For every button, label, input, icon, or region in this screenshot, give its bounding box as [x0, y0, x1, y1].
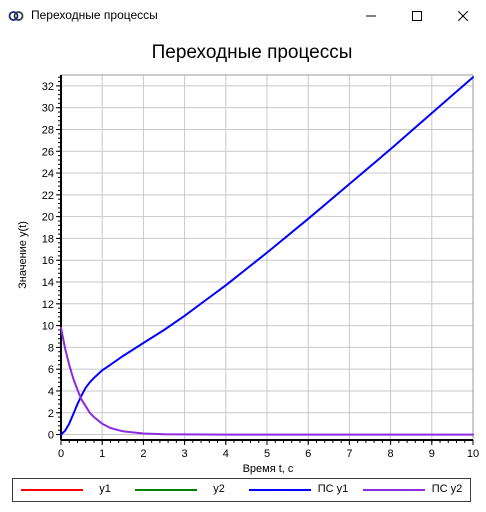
x-tick-label: 9: [429, 448, 435, 460]
chart: Переходные процессы 02468101214161820222…: [17, 42, 479, 475]
chart-series: [60, 76, 474, 436]
x-tick-label: 5: [264, 448, 270, 460]
title-bar[interactable]: Переходные процессы: [0, 0, 486, 31]
app-icon: [8, 11, 24, 21]
chart-title: Переходные процессы: [152, 42, 353, 63]
minimize-icon: [366, 15, 376, 16]
chart-grid: [60, 75, 474, 440]
y-tick-label: 6: [48, 364, 54, 376]
x-axis-label: Время t, c: [243, 463, 294, 475]
y-tick-label: 16: [42, 255, 54, 267]
minimize-button[interactable]: [348, 0, 394, 31]
x-tick-label: 1: [99, 448, 105, 460]
y-tick-label: 22: [42, 190, 54, 202]
x-tick-label: 10: [467, 448, 479, 460]
close-icon: [458, 10, 468, 21]
y-tick-label: 4: [48, 386, 54, 398]
maximize-button[interactable]: [394, 0, 440, 31]
chart-panel: Переходные процессы 0 2 4 6 8 10 12 14 16 18 20 22 2…: [0, 31, 486, 512]
legend-item: ПС y1: [241, 479, 354, 501]
y-tick-label: 2: [48, 408, 54, 420]
y-tick-label: 8: [48, 342, 54, 354]
chart-legend: y1 y2 ПС y1 ПС y2: [12, 478, 471, 502]
series-line-3: [60, 326, 474, 436]
y-tick-label: 12: [42, 299, 54, 311]
y-axis-label: Значение y(t): [17, 221, 29, 289]
legend-label: ПС y1: [317, 483, 349, 495]
y-tick-label: 0: [48, 430, 54, 442]
y-tick-label: 32: [42, 81, 54, 93]
x-tick-label: 2: [140, 448, 146, 460]
y-tick-label: 26: [42, 146, 54, 158]
series-line-2: [60, 76, 474, 436]
legend-item: ПС y2: [355, 479, 468, 501]
y-tick-label: 20: [42, 212, 54, 224]
x-tick-label: 4: [223, 448, 229, 460]
y-tick-label: 14: [42, 277, 54, 289]
y-tick-label: 18: [42, 233, 54, 245]
legend-swatch: [135, 489, 197, 491]
legend-swatch: [21, 489, 83, 491]
legend-label: y1: [99, 483, 111, 495]
legend-swatch: [249, 489, 311, 491]
close-button[interactable]: [440, 0, 486, 31]
y-tick-label: 10: [42, 321, 54, 333]
x-tick-label: 7: [346, 448, 352, 460]
window-title: Переходные процессы: [31, 8, 158, 22]
x-tick-label: 0: [58, 448, 64, 460]
maximize-icon: [412, 10, 422, 21]
y-tick-label: 24: [42, 168, 54, 180]
legend-swatch: [363, 489, 425, 491]
legend-label: y2: [213, 483, 225, 495]
x-tick-label: 3: [182, 448, 188, 460]
legend-item: y2: [127, 479, 240, 501]
legend-item: y1: [13, 479, 126, 501]
x-tick-label: 8: [388, 448, 394, 460]
y-tick-label: 28: [42, 124, 54, 136]
y-tick-label: 30: [42, 103, 54, 115]
legend-label: ПС y2: [431, 483, 463, 495]
x-tick-label: 6: [305, 448, 311, 460]
